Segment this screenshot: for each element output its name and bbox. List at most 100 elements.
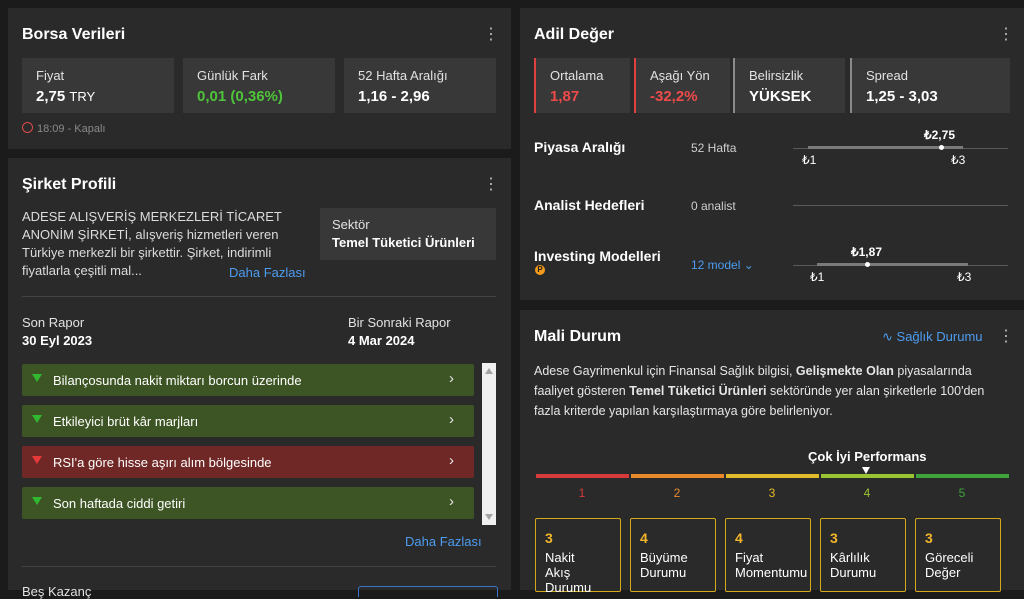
- score-nakit-akis[interactable]: 3 Nakit Akış Durumu: [535, 518, 621, 595]
- chevron-right-icon: ›: [449, 411, 454, 428]
- pulse-icon: ∿: [882, 329, 893, 344]
- adil-deger-title: Adil Değer: [534, 26, 615, 43]
- divider: [22, 296, 496, 297]
- alerts-scrollbar[interactable]: [482, 363, 496, 525]
- borsa-verileri-title: Borsa Verileri: [22, 26, 126, 43]
- up-arrow-icon: [32, 497, 42, 505]
- stat-value: 2,75 TRY: [36, 88, 96, 105]
- sector-value[interactable]: Temel Tüketici Ürünleri: [332, 235, 475, 250]
- range-bar: [808, 146, 963, 149]
- analist-hedefleri-label: Analist Hedefleri: [534, 197, 645, 213]
- model-marker: [865, 262, 870, 267]
- alert-row-margin[interactable]: Etkileyici brüt kâr marjları ›: [22, 405, 474, 437]
- scale-number: 1: [578, 486, 586, 500]
- more-options-icon[interactable]: ⋮: [998, 328, 1014, 345]
- alert-text: Son haftada ciddi getiri: [53, 496, 186, 511]
- currency-unit: TRY: [69, 89, 96, 104]
- more-options-icon[interactable]: ⋮: [483, 26, 499, 43]
- sirket-profili-title: Şirket Profili: [22, 176, 117, 193]
- stat-label: Aşağı Yön: [650, 68, 710, 83]
- alert-text: RSI'a göre hisse aşırı alım bölgesinde: [53, 455, 272, 470]
- stat-52-hafta: 52 Hafta Aralığı 1,16 - 2,96: [344, 58, 496, 113]
- alert-text: Bilançosunda nakit miktarı borcun üzerin…: [53, 373, 302, 388]
- model-min: ₺1: [810, 270, 825, 284]
- chevron-right-icon: ›: [449, 493, 454, 510]
- saglik-durumu-link[interactable]: ∿ Sağlık Durumu: [882, 329, 983, 344]
- alert-row-return[interactable]: Son haftada ciddi getiri ›: [22, 487, 474, 519]
- sector-box: Sektör Temel Tüketici Ürünleri: [320, 208, 496, 260]
- score-value: 4: [735, 530, 743, 546]
- models-dropdown[interactable]: 12 model ⌄: [691, 258, 754, 272]
- chevron-down-icon: ⌄: [743, 258, 754, 272]
- score-karlilik[interactable]: 3 Kârlılık Durumu: [820, 518, 906, 592]
- alert-row-cash[interactable]: Bilançosunda nakit miktarı borcun üzerin…: [22, 364, 474, 396]
- adil-deger-panel: Adil Değer ⋮ Ortalama 1,87 Aşağı Yön -32…: [520, 8, 1024, 300]
- scale-number: 2: [673, 486, 681, 500]
- down-arrow-icon: [32, 456, 42, 464]
- range-marker: [939, 145, 944, 150]
- last-report-value: 30 Eyl 2023: [22, 333, 93, 348]
- model-max: ₺3: [957, 270, 972, 284]
- scroll-down-icon[interactable]: [485, 514, 493, 520]
- last-report-label: Son Rapor: [22, 315, 85, 330]
- score-label: Göreceli Değer: [925, 550, 974, 580]
- stat-value: 1,87: [550, 88, 580, 105]
- score-value: 3: [545, 530, 553, 546]
- description-more-link[interactable]: Daha Fazlası: [229, 265, 306, 280]
- scroll-up-icon[interactable]: [485, 368, 493, 374]
- up-arrow-icon: [32, 374, 42, 382]
- scale-segment-5: [916, 474, 1009, 478]
- stat-label: Belirsizlik: [749, 68, 804, 83]
- alert-text: Etkileyici brüt kâr marjları: [53, 414, 199, 429]
- stat-value: -32,2%: [650, 88, 698, 105]
- cut-off-button[interactable]: [358, 586, 498, 597]
- stat-label: 52 Hafta Aralığı: [358, 68, 448, 83]
- stat-label: Günlük Fark: [197, 68, 268, 83]
- mali-durum-title: Mali Durum: [534, 328, 622, 345]
- stat-gunluk-fark: Günlük Fark 0,01 (0,36%): [183, 58, 335, 113]
- stat-label: Fiyat: [36, 68, 65, 83]
- stat-belirsizlik: Belirsizlik YÜKSEK: [733, 58, 845, 113]
- stat-asagi-yon: Aşağı Yön -32,2%: [634, 58, 730, 113]
- stat-value: 1,25 - 3,03: [866, 88, 938, 105]
- up-arrow-icon: [32, 415, 42, 423]
- stat-value: 0,01 (0,36%): [197, 88, 283, 105]
- range-min: ₺1: [802, 153, 817, 167]
- sirket-profili-panel: Şirket Profili ⋮ ADESE ALIŞVERİŞ MERKEZL…: [8, 158, 511, 599]
- company-description: ADESE ALIŞVERİŞ MERKEZLERİ TİCARET ANONİ…: [22, 209, 282, 278]
- market-status: 18:09 - Kapalı: [22, 122, 106, 135]
- score-fiyat-momentumu[interactable]: 4 Fiyat Momentumu: [725, 518, 811, 592]
- scale-segment-4: [821, 474, 914, 478]
- divider: [22, 566, 496, 567]
- investing-modelleri-label: Investing Modelleri: [534, 248, 661, 264]
- performance-pointer-icon: [862, 467, 870, 474]
- stat-label: Spread: [866, 68, 908, 83]
- analyst-track: [793, 205, 1008, 206]
- score-label: Büyüme Durumu: [640, 550, 688, 580]
- score-value: 3: [925, 530, 933, 546]
- scale-number: 5: [958, 486, 966, 500]
- score-label: Nakit Akış Durumu: [545, 550, 592, 595]
- score-label: Kârlılık Durumu: [830, 550, 877, 580]
- stat-spread: Spread 1,25 - 3,03: [850, 58, 1010, 113]
- stat-value: YÜKSEK: [749, 88, 812, 105]
- chevron-right-icon: ›: [449, 452, 454, 469]
- analist-hedefleri-sub: 0 analist: [691, 199, 736, 213]
- score-goreceli-deger[interactable]: 3 Göreceli Değer: [915, 518, 1001, 592]
- next-report-value: 4 Mar 2024: [348, 333, 415, 348]
- alerts-more-link[interactable]: Daha Fazlası: [405, 534, 482, 549]
- more-options-icon[interactable]: ⋮: [998, 26, 1014, 43]
- model-marker-value: ₺1,87: [851, 245, 882, 259]
- score-value: 4: [640, 530, 648, 546]
- more-options-icon[interactable]: ⋮: [483, 176, 499, 193]
- alert-row-rsi[interactable]: RSI'a göre hisse aşırı alım bölgesinde ›: [22, 446, 474, 478]
- range-max: ₺3: [951, 153, 966, 167]
- performance-label: Çok İyi Performans: [808, 449, 927, 464]
- scale-segment-2: [631, 474, 724, 478]
- range-marker-value: ₺2,75: [924, 128, 955, 142]
- scale-segment-3: [726, 474, 819, 478]
- score-buyume[interactable]: 4 Büyüme Durumu: [630, 518, 716, 592]
- stat-ortalama: Ortalama 1,87: [534, 58, 630, 113]
- stat-fiyat: Fiyat 2,75 TRY: [22, 58, 174, 113]
- scale-number: 3: [768, 486, 776, 500]
